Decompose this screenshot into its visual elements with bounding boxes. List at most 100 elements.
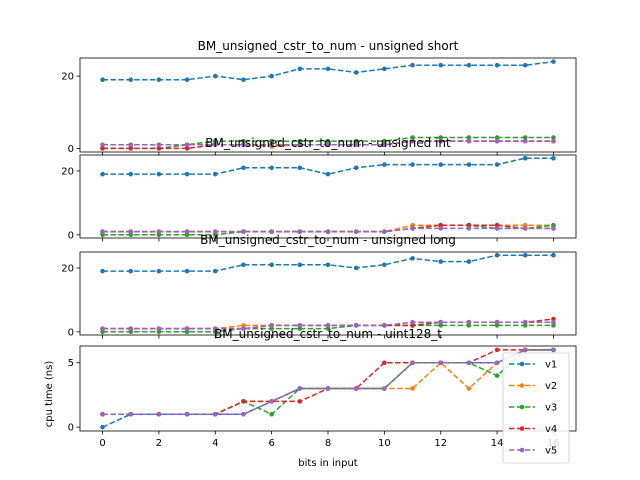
data-point-v5 xyxy=(100,229,105,234)
data-point-v5 xyxy=(128,229,134,234)
data-point-v3 xyxy=(522,135,528,140)
data-point-v1 xyxy=(156,77,162,82)
data-point-v2 xyxy=(410,386,415,391)
data-point-v5 xyxy=(466,319,472,325)
data-point-v5 xyxy=(269,399,274,404)
axes-frame xyxy=(79,154,577,239)
series-v1 xyxy=(100,155,556,177)
y-tick-label: 5 xyxy=(68,358,74,369)
data-point-v5 xyxy=(184,142,190,148)
data-point-v2 xyxy=(466,386,472,391)
data-point-v1 xyxy=(522,252,528,258)
series-v1 xyxy=(100,59,556,82)
data-point-v3 xyxy=(438,135,444,140)
data-point-v1 xyxy=(297,66,303,72)
y-tick-label: 0 xyxy=(68,423,74,434)
data-point-v1 xyxy=(184,77,190,82)
series-v5 xyxy=(100,347,556,417)
data-point-v1 xyxy=(353,165,359,171)
subplots: BM_unsigned_cstr_to_num - unsigned short… xyxy=(61,39,577,449)
data-point-v1 xyxy=(297,262,303,268)
data-point-v3 xyxy=(410,135,415,140)
data-point-v3 xyxy=(466,135,472,140)
data-point-v4 xyxy=(241,399,246,404)
data-point-v5 xyxy=(184,411,190,417)
data-point-v1 xyxy=(128,77,134,82)
data-point-v1 xyxy=(438,162,444,167)
data-point-v5 xyxy=(212,326,218,331)
data-point-v1 xyxy=(410,62,415,68)
data-point-v5 xyxy=(128,142,134,148)
data-point-v1 xyxy=(269,165,274,171)
series-line-v1 xyxy=(102,60,554,81)
data-point-v1 xyxy=(353,265,359,271)
data-point-v5 xyxy=(382,142,387,148)
data-point-v3 xyxy=(212,232,218,238)
data-point-v1 xyxy=(128,171,134,177)
data-point-v4 xyxy=(128,146,134,151)
data-point-v5 xyxy=(353,386,359,391)
data-point-v3 xyxy=(551,323,556,328)
data-point-v4 xyxy=(184,146,190,151)
data-point-v5 xyxy=(241,142,246,148)
data-point-v4 xyxy=(438,222,444,228)
data-point-v3 xyxy=(551,135,556,140)
legend: v1 v2 v3 v4 v5 xyxy=(502,352,570,464)
data-point-v1 xyxy=(100,268,105,274)
x-tick-label: 6 xyxy=(268,438,274,449)
data-point-v3 xyxy=(156,232,162,238)
data-point-v1 xyxy=(551,252,556,258)
data-point-v5 xyxy=(410,360,415,366)
subplot-title: BM_unsigned_cstr_to_num - unsigned long xyxy=(200,233,456,247)
data-point-v5 xyxy=(353,142,359,148)
legend-label: v1 xyxy=(545,360,557,371)
data-point-v5 xyxy=(212,142,218,148)
data-point-v3 xyxy=(353,138,359,144)
data-point-v1 xyxy=(212,73,218,79)
data-point-v3 xyxy=(184,329,190,335)
data-point-v5 xyxy=(241,229,246,234)
data-point-v4 xyxy=(297,399,303,404)
legend-marker xyxy=(519,426,525,431)
data-point-v5 xyxy=(494,319,500,325)
data-point-v5 xyxy=(156,326,162,331)
legend-item-v2: v2 xyxy=(509,381,557,392)
data-point-v5 xyxy=(325,229,331,234)
data-point-v2 xyxy=(522,222,528,228)
legend-item-v4: v4 xyxy=(509,424,557,435)
data-point-v5 xyxy=(212,411,218,417)
data-point-v5 xyxy=(522,347,528,353)
data-point-v5 xyxy=(382,323,387,328)
data-point-v5 xyxy=(156,411,162,417)
data-point-v3 xyxy=(494,323,500,328)
data-point-v5 xyxy=(297,386,303,391)
x-tick-label: 0 xyxy=(99,438,105,449)
data-point-v5 xyxy=(410,226,415,231)
data-point-v3 xyxy=(325,326,331,331)
data-point-v1 xyxy=(100,424,105,430)
data-point-v5 xyxy=(551,226,556,231)
data-point-v4 xyxy=(410,323,415,328)
data-point-v1 xyxy=(100,171,105,177)
data-point-v3 xyxy=(100,232,105,238)
data-point-v5 xyxy=(410,319,415,325)
data-point-v2 xyxy=(241,323,246,328)
data-point-v5 xyxy=(382,386,387,391)
data-point-v5 xyxy=(551,347,556,353)
data-point-v5 xyxy=(100,142,105,148)
subplot-3: BM_unsigned_cstr_to_num - unsigned long 0… xyxy=(61,233,577,339)
data-point-v1 xyxy=(212,268,218,274)
x-axis-label: bits in input xyxy=(298,458,358,469)
data-point-v1 xyxy=(269,73,274,79)
data-point-v1 xyxy=(353,70,359,75)
data-point-v5 xyxy=(466,226,472,231)
axes-frame xyxy=(79,57,577,153)
data-point-v5 xyxy=(184,326,190,331)
data-point-v5 xyxy=(438,226,444,231)
data-point-v1 xyxy=(466,62,472,68)
data-point-v1 xyxy=(551,155,556,161)
data-point-v1 xyxy=(522,62,528,68)
subplot-2: BM_unsigned_cstr_to_num - unsigned int 0 2… xyxy=(61,136,577,242)
data-point-v5 xyxy=(269,323,274,328)
data-point-v5 xyxy=(269,142,274,148)
